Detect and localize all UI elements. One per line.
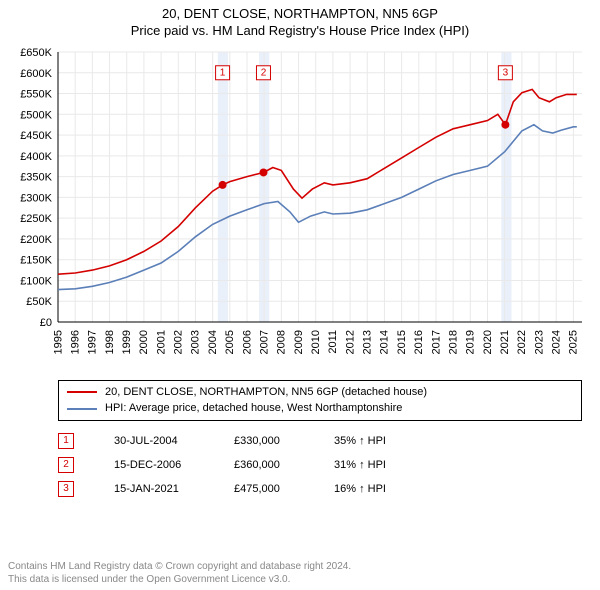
transaction-badge: 2 bbox=[58, 457, 74, 473]
y-tick-label: £250K bbox=[20, 213, 52, 225]
y-tick-label: £150K bbox=[20, 254, 52, 266]
x-tick-label: 2015 bbox=[396, 330, 408, 354]
x-tick-label: 2010 bbox=[310, 330, 322, 354]
price-marker bbox=[501, 120, 509, 128]
transaction-badge: 1 bbox=[58, 433, 74, 449]
x-tick-label: 1995 bbox=[52, 330, 64, 354]
legend-swatch bbox=[67, 391, 97, 393]
transactions-table: 1 30-JUL-2004£330,00035% ↑ HPI 2 15-DEC-200… bbox=[58, 429, 582, 501]
x-tick-label: 2013 bbox=[362, 330, 374, 354]
transaction-price: £330,000 bbox=[234, 435, 334, 447]
x-tick-label: 2003 bbox=[190, 330, 202, 354]
y-tick-label: £650K bbox=[20, 47, 52, 59]
x-tick-label: 1996 bbox=[69, 330, 81, 354]
x-tick-label: 2000 bbox=[138, 330, 150, 354]
x-tick-label: 2025 bbox=[568, 330, 580, 354]
legend-label: 20, DENT CLOSE, NORTHAMPTON, NN5 6GP (de… bbox=[105, 384, 427, 401]
x-tick-label: 2023 bbox=[533, 330, 545, 354]
transaction-price: £360,000 bbox=[234, 459, 334, 471]
legend: 20, DENT CLOSE, NORTHAMPTON, NN5 6GP (de… bbox=[58, 380, 582, 421]
x-tick-label: 2020 bbox=[482, 330, 494, 354]
y-tick-label: £100K bbox=[20, 275, 52, 287]
x-tick-label: 2019 bbox=[465, 330, 477, 354]
x-tick-label: 2009 bbox=[293, 330, 305, 354]
transaction-date: 15-JAN-2021 bbox=[114, 483, 234, 495]
x-tick-label: 2016 bbox=[413, 330, 425, 354]
transaction-price: £475,000 bbox=[234, 483, 334, 495]
transaction-date: 15-DEC-2006 bbox=[114, 459, 234, 471]
x-tick-label: 1997 bbox=[87, 330, 99, 354]
legend-swatch bbox=[67, 408, 97, 410]
transaction-row: 1 30-JUL-2004£330,00035% ↑ HPI bbox=[58, 429, 582, 453]
transaction-date: 30-JUL-2004 bbox=[114, 435, 234, 447]
highlight-band bbox=[501, 52, 511, 322]
legend-label: HPI: Average price, detached house, West… bbox=[105, 400, 402, 417]
footer: Contains HM Land Registry data © Crown c… bbox=[8, 560, 351, 586]
x-tick-label: 2006 bbox=[241, 330, 253, 354]
y-tick-label: £600K bbox=[20, 68, 52, 80]
y-tick-label: £500K bbox=[20, 109, 52, 121]
x-tick-label: 2007 bbox=[258, 330, 270, 354]
x-tick-label: 2005 bbox=[224, 330, 236, 354]
x-tick-label: 2014 bbox=[379, 330, 391, 354]
y-tick-label: £0 bbox=[40, 317, 52, 329]
y-tick-label: £300K bbox=[20, 192, 52, 204]
y-tick-label: £450K bbox=[20, 130, 52, 142]
legend-row: 20, DENT CLOSE, NORTHAMPTON, NN5 6GP (de… bbox=[67, 384, 573, 401]
chart-badge-number: 1 bbox=[220, 67, 226, 78]
y-tick-label: £550K bbox=[20, 88, 52, 100]
footer-line-1: Contains HM Land Registry data © Crown c… bbox=[8, 560, 351, 573]
transaction-delta: 31% ↑ HPI bbox=[334, 459, 434, 471]
chart: £0 £50K £100K £150K £200K £250K £300K £350K £400… bbox=[8, 44, 592, 374]
x-tick-label: 2001 bbox=[155, 330, 167, 354]
legend-row: HPI: Average price, detached house, West… bbox=[67, 400, 573, 417]
transaction-badge: 3 bbox=[58, 481, 74, 497]
y-tick-label: £200K bbox=[20, 234, 52, 246]
chart-svg: £0 £50K £100K £150K £200K £250K £300K £350K £400… bbox=[8, 44, 592, 374]
page-title: 20, DENT CLOSE, NORTHAMPTON, NN5 6GP bbox=[0, 0, 600, 23]
x-tick-label: 2017 bbox=[430, 330, 442, 354]
x-tick-label: 2018 bbox=[447, 330, 459, 354]
price-marker bbox=[219, 181, 227, 189]
y-tick-label: £350K bbox=[20, 171, 52, 183]
price-marker bbox=[259, 168, 267, 176]
footer-line-2: This data is licensed under the Open Gov… bbox=[8, 573, 351, 586]
chart-badge-number: 3 bbox=[503, 67, 509, 78]
page-subtitle: Price paid vs. HM Land Registry's House … bbox=[0, 23, 600, 44]
x-tick-label: 2011 bbox=[327, 330, 339, 354]
y-tick-label: £400K bbox=[20, 151, 52, 163]
x-tick-label: 2022 bbox=[516, 330, 528, 354]
x-tick-label: 2008 bbox=[276, 330, 288, 354]
x-tick-label: 1998 bbox=[104, 330, 116, 354]
transaction-delta: 35% ↑ HPI bbox=[334, 435, 434, 447]
x-tick-label: 1999 bbox=[121, 330, 133, 354]
x-tick-label: 2024 bbox=[551, 330, 563, 354]
x-tick-label: 2012 bbox=[344, 330, 356, 354]
transaction-row: 3 15-JAN-2021£475,00016% ↑ HPI bbox=[58, 477, 582, 501]
x-tick-label: 2002 bbox=[173, 330, 185, 354]
transaction-row: 2 15-DEC-2006£360,00031% ↑ HPI bbox=[58, 453, 582, 477]
y-tick-label: £50K bbox=[26, 296, 52, 308]
x-tick-label: 2021 bbox=[499, 330, 511, 354]
x-tick-label: 2004 bbox=[207, 330, 219, 354]
transaction-delta: 16% ↑ HPI bbox=[334, 483, 434, 495]
chart-badge-number: 2 bbox=[261, 67, 267, 78]
